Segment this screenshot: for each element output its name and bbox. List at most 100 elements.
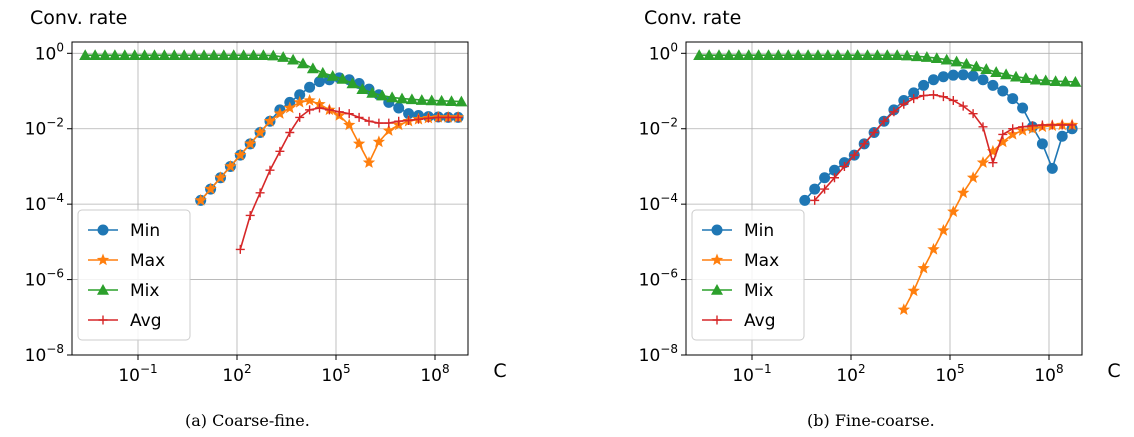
data-point-mix [366,86,379,98]
data-point-avg [988,158,998,168]
legend: Min Max Mix Avg [77,209,191,341]
data-point-mix [178,49,191,60]
data-point-mix [1000,68,1013,80]
data-point-mix [782,49,795,60]
data-point-mix [851,49,864,60]
y-tick-label: 10−2 [25,116,64,140]
data-point-avg [245,210,255,220]
data-point-mix [207,49,220,60]
data-point-mix [346,77,359,89]
data-point-avg [938,92,948,102]
data-point-mix [108,49,121,60]
data-point-avg [830,173,839,183]
data-point-mix [940,53,953,65]
data-point-mix [920,51,933,62]
data-point-avg [364,116,374,126]
legend-label-mix: Mix [744,281,773,301]
data-point-mix [762,49,775,60]
legend-label-avg: Avg [130,311,162,331]
legend-label-mix: Mix [130,281,159,301]
data-point-avg [1037,120,1047,130]
data-point-mix [1069,75,1082,87]
data-point-avg [869,128,879,138]
y-tick-label: 10−4 [25,191,64,215]
data-point-avg [929,90,938,100]
data-point-avg [404,115,414,125]
data-point-mix [217,49,230,60]
data-point-min [1036,138,1048,150]
data-point-mix [267,49,280,61]
data-point-min [809,183,821,195]
data-point-mix [950,55,963,67]
data-point-mix [742,49,755,60]
y-axis-label: Conv. rate [644,7,741,29]
data-point-min [928,74,939,86]
data-point-mix [841,49,854,60]
data-point-avg [324,105,334,115]
data-point-max [352,137,366,150]
data-point-mix [911,50,923,62]
data-point-max [362,156,376,168]
data-point-avg [948,95,958,105]
data-point-min [1007,93,1019,105]
data-point-max [244,137,257,150]
data-point-mix [713,49,725,60]
data-point-min [294,89,306,101]
data-point-max [947,205,960,217]
data-point-mix [722,49,735,60]
data-point-avg [839,161,849,171]
y-tick-label: 10−6 [25,267,64,291]
data-point-max [214,171,227,184]
data-point-avg [978,122,988,132]
data-point-mix [901,49,914,61]
data-point-avg [1008,124,1018,134]
data-point-mix [881,49,894,60]
data-point-max [372,135,386,148]
data-point-mix [831,49,844,60]
data-point-avg [879,116,889,126]
data-point-mix [168,49,181,60]
data-point-mix [1010,70,1022,82]
data-point-avg [810,195,820,205]
x-tick-label: 10−1 [732,362,771,386]
data-point-avg [968,109,978,119]
data-point-avg [998,129,1008,139]
y-tick-label: 10−8 [25,342,64,366]
data-point-max [293,95,306,108]
data-point-avg [433,112,443,122]
data-point-mix [396,92,408,104]
x-tick-label: 105 [321,362,350,386]
data-point-max [907,284,920,297]
y-tick-label: 10−6 [639,267,678,291]
data-point-avg [275,146,285,156]
data-point-mix [425,94,438,106]
data-point-avg [384,118,394,128]
data-point-max [303,93,316,106]
data-point-min [1017,102,1029,114]
data-point-mix [990,66,1003,77]
data-point-mix [198,49,210,60]
data-point-min [819,172,831,184]
data-point-avg [255,188,265,198]
data-point-max [927,242,940,255]
x-tick-label: 102 [836,362,865,386]
data-point-mix [79,49,92,60]
legend-label-max: Max [130,251,165,271]
data-point-mix [960,57,973,69]
data-point-max [986,144,1000,157]
y-tick-label: 10−8 [639,342,678,366]
legend-label-max: Max [744,251,779,271]
data-point-avg [919,91,929,101]
series-mix [693,49,1082,87]
legend-marker-mix [97,284,109,295]
y-tick-label: 100 [649,40,678,64]
data-point-min [799,194,811,206]
data-point-max [234,148,247,161]
y-tick-label: 10−2 [639,116,678,140]
data-point-avg [285,128,295,138]
data-point-avg [354,112,364,122]
x-tick-label: 10−1 [118,362,157,386]
data-point-avg [394,116,404,126]
data-point-max [253,126,267,138]
data-point-avg [334,107,344,117]
